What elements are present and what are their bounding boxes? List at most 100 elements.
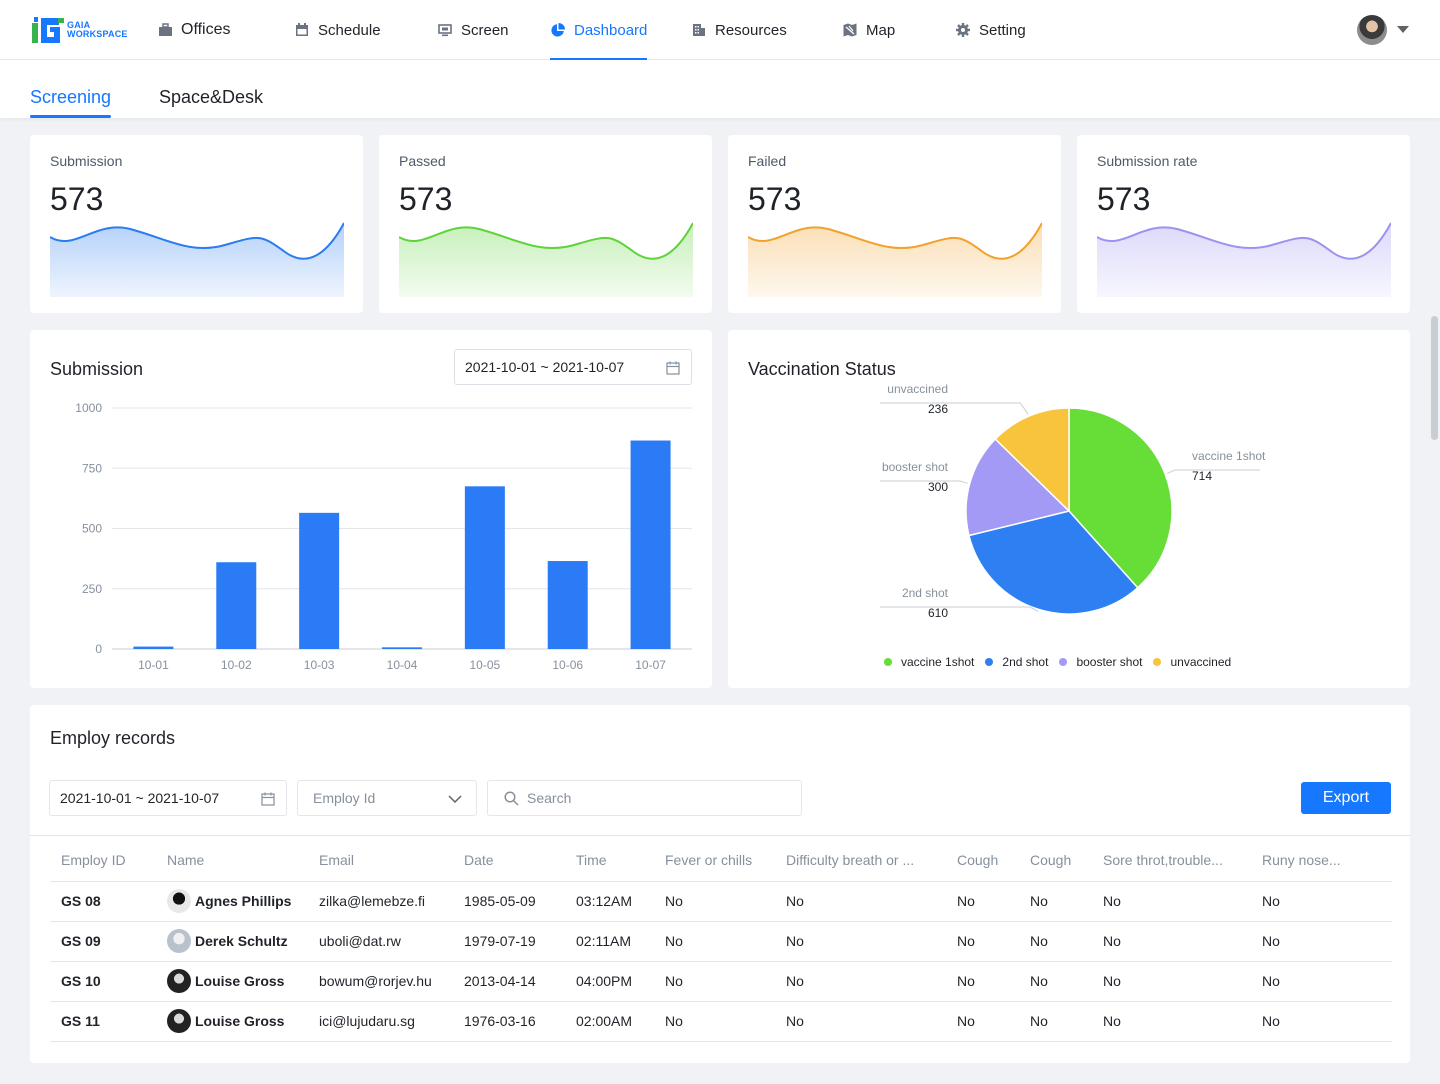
bar	[299, 512, 340, 649]
legend-label: booster shot	[1076, 655, 1143, 669]
chevron-down-icon[interactable]	[1397, 26, 1409, 33]
table-row[interactable]: GS 11 Louise Gross ici@lujudaru.sg 1976-…	[50, 1001, 1392, 1042]
legend-item[interactable]: unvaccined	[1153, 655, 1231, 669]
x-tick-label: 10-03	[304, 658, 335, 672]
table-row[interactable]: GS 08 Agnes Phillips zilka@lemebze.fi 19…	[50, 881, 1392, 922]
map-icon	[842, 22, 858, 38]
cell-cough-2: No	[1019, 961, 1092, 1002]
avatar	[167, 889, 191, 913]
cell-cough: No	[946, 921, 1019, 962]
cell-fever: No	[654, 961, 775, 1002]
cell-cough-2: No	[1019, 881, 1092, 922]
legend-dot-icon	[985, 658, 994, 666]
cell-sore: No	[1092, 921, 1251, 962]
col-date[interactable]: Date	[453, 839, 565, 882]
tab-screening[interactable]: Screening	[30, 87, 112, 118]
sub-tabs: Screening Space&Desk	[0, 60, 1440, 118]
briefcase-icon	[157, 22, 173, 38]
vaccination-chart-card: Vaccination Status vaccine 1shot 714 2nd s…	[728, 330, 1410, 688]
nav-screen[interactable]: Screen	[437, 0, 509, 60]
col-cough-2[interactable]: Cough	[1019, 839, 1092, 882]
employ-id-select[interactable]: Employ Id	[297, 780, 477, 816]
export-button[interactable]: Export	[1301, 782, 1391, 814]
date-range-text: 2021-10-01 ~ 2021-10-07	[465, 359, 625, 375]
legend-item[interactable]: booster shot	[1059, 655, 1142, 669]
legend-dot-icon	[1153, 658, 1162, 666]
pie-label-value: 714	[1192, 469, 1212, 483]
stat-card-passed: Passed 573	[379, 135, 712, 313]
logo[interactable]: GAIA WORKSPACE	[31, 14, 128, 46]
col-breath[interactable]: Difficulty breath or ...	[775, 839, 946, 882]
cell-name: Agnes Phillips	[156, 881, 308, 922]
bar	[133, 646, 174, 649]
bar	[547, 561, 588, 649]
pie-legend: vaccine 1shot 2nd shot booster shot unvacci…	[884, 655, 1242, 669]
pie-label-value: 236	[928, 402, 948, 416]
cell-runny: No	[1251, 1001, 1392, 1042]
avatar	[167, 1009, 191, 1033]
search-input[interactable]: Search	[487, 780, 802, 816]
pie-label-line	[880, 480, 968, 484]
pie-label-name: unvaccined	[887, 382, 948, 396]
nav-setting[interactable]: Setting	[955, 0, 1026, 60]
sparkline	[50, 222, 344, 297]
name-text: Derek Schultz	[195, 933, 288, 949]
nav-map[interactable]: Map	[842, 0, 895, 60]
col-runny-nose[interactable]: Runy nose...	[1251, 839, 1392, 882]
sparkline	[748, 222, 1042, 297]
table-row[interactable]: GS 09 Derek Schultz uboli@dat.rw 1979-07…	[50, 921, 1392, 962]
legend-item[interactable]: vaccine 1shot	[884, 655, 974, 669]
stat-label: Submission rate	[1097, 153, 1198, 169]
cell-runny: No	[1251, 881, 1392, 922]
logo-mark-icon	[31, 14, 65, 46]
nav-schedule[interactable]: Schedule	[294, 0, 381, 60]
cell-id: GS 09	[50, 921, 156, 962]
nav-offices[interactable]: Offices	[157, 0, 231, 60]
search-icon	[504, 790, 519, 806]
stat-value: 573	[748, 181, 802, 217]
monitor-icon	[437, 22, 453, 38]
bar	[382, 647, 422, 649]
col-name[interactable]: Name	[156, 839, 308, 882]
user-avatar[interactable]	[1357, 15, 1387, 45]
nav-label: Screen	[461, 21, 509, 39]
pie-label-name: booster shot	[882, 460, 949, 474]
stat-value: 573	[50, 181, 104, 217]
search-placeholder: Search	[527, 790, 572, 806]
legend-item[interactable]: 2nd shot	[985, 655, 1048, 669]
cell-id: GS 11	[50, 1001, 156, 1042]
col-fever[interactable]: Fever or chills	[654, 839, 775, 882]
cell-sore: No	[1092, 961, 1251, 1002]
col-employ-id[interactable]: Employ ID	[50, 839, 156, 882]
col-cough[interactable]: Cough	[946, 839, 1019, 882]
nav-label: Setting	[979, 21, 1026, 39]
stat-card-failed: Failed 573	[728, 135, 1061, 313]
col-time[interactable]: Time	[565, 839, 654, 882]
nav-dashboard[interactable]: Dashboard	[550, 0, 648, 60]
col-sore-throat[interactable]: Sore throt,trouble...	[1092, 839, 1251, 882]
pie-label-name: 2nd shot	[902, 586, 949, 600]
date-range-picker[interactable]: 2021-10-01 ~ 2021-10-07	[454, 349, 692, 385]
table-row[interactable]: GS 10 Louise Gross bowum@rorjev.hu 2013-…	[50, 961, 1392, 1002]
pie-slice	[1068, 407, 1173, 589]
records-card: Employ records 2021-10-01 ~ 2021-10-07 E…	[30, 705, 1410, 1063]
col-email[interactable]: Email	[308, 839, 453, 882]
cell-breath: No	[775, 921, 946, 962]
records-date-range[interactable]: 2021-10-01 ~ 2021-10-07	[49, 780, 287, 816]
nav-resources[interactable]: Resources	[691, 0, 787, 60]
pie-chart-icon	[550, 22, 566, 38]
submission-chart-card: Submission 2021-10-01 ~ 2021-10-07 0 250 5…	[30, 330, 712, 688]
nav-label: Offices	[181, 21, 231, 38]
pie-label-value: 300	[928, 480, 948, 494]
legend-dot-icon	[884, 658, 892, 666]
sparkline	[399, 222, 693, 297]
cell-cough-2: No	[1019, 921, 1092, 962]
records-table: Employ ID Name Email Date Time Fever or …	[50, 839, 1392, 1042]
stat-card-submission: Submission 573	[30, 135, 363, 313]
y-tick-label: 500	[82, 522, 102, 536]
cell-email: bowum@rorjev.hu	[308, 961, 453, 1002]
tab-space-desk[interactable]: Space&Desk	[159, 87, 264, 107]
cell-runny: No	[1251, 961, 1392, 1002]
scrollbar-thumb[interactable]	[1431, 316, 1438, 440]
calendar-icon	[261, 792, 275, 806]
